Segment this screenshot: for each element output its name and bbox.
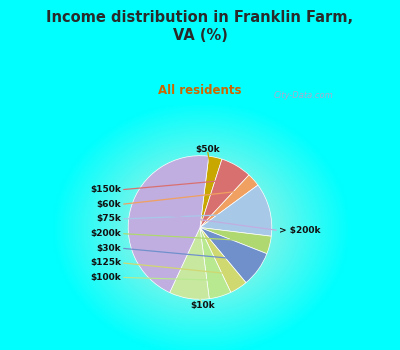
Text: $10k: $10k (191, 301, 215, 310)
Wedge shape (170, 228, 209, 299)
Wedge shape (200, 228, 231, 299)
Wedge shape (128, 156, 209, 293)
Text: $150k: $150k (90, 185, 121, 194)
Wedge shape (200, 156, 222, 228)
Text: $30k: $30k (96, 244, 121, 253)
Text: $125k: $125k (90, 258, 121, 267)
Text: $100k: $100k (90, 273, 121, 282)
Text: $50k: $50k (195, 145, 220, 154)
Text: $75k: $75k (96, 215, 121, 224)
Wedge shape (200, 228, 271, 254)
Wedge shape (200, 228, 267, 283)
Text: $200k: $200k (90, 229, 121, 238)
Wedge shape (200, 228, 246, 292)
Text: Income distribution in Franklin Farm,
VA (%): Income distribution in Franklin Farm, VA… (46, 10, 354, 43)
Wedge shape (200, 175, 258, 228)
Text: $60k: $60k (96, 200, 121, 209)
Wedge shape (200, 159, 249, 228)
Text: City-Data.com: City-Data.com (274, 91, 334, 100)
Wedge shape (200, 185, 272, 236)
Text: > $200k: > $200k (279, 226, 320, 235)
Text: All residents: All residents (158, 84, 242, 97)
